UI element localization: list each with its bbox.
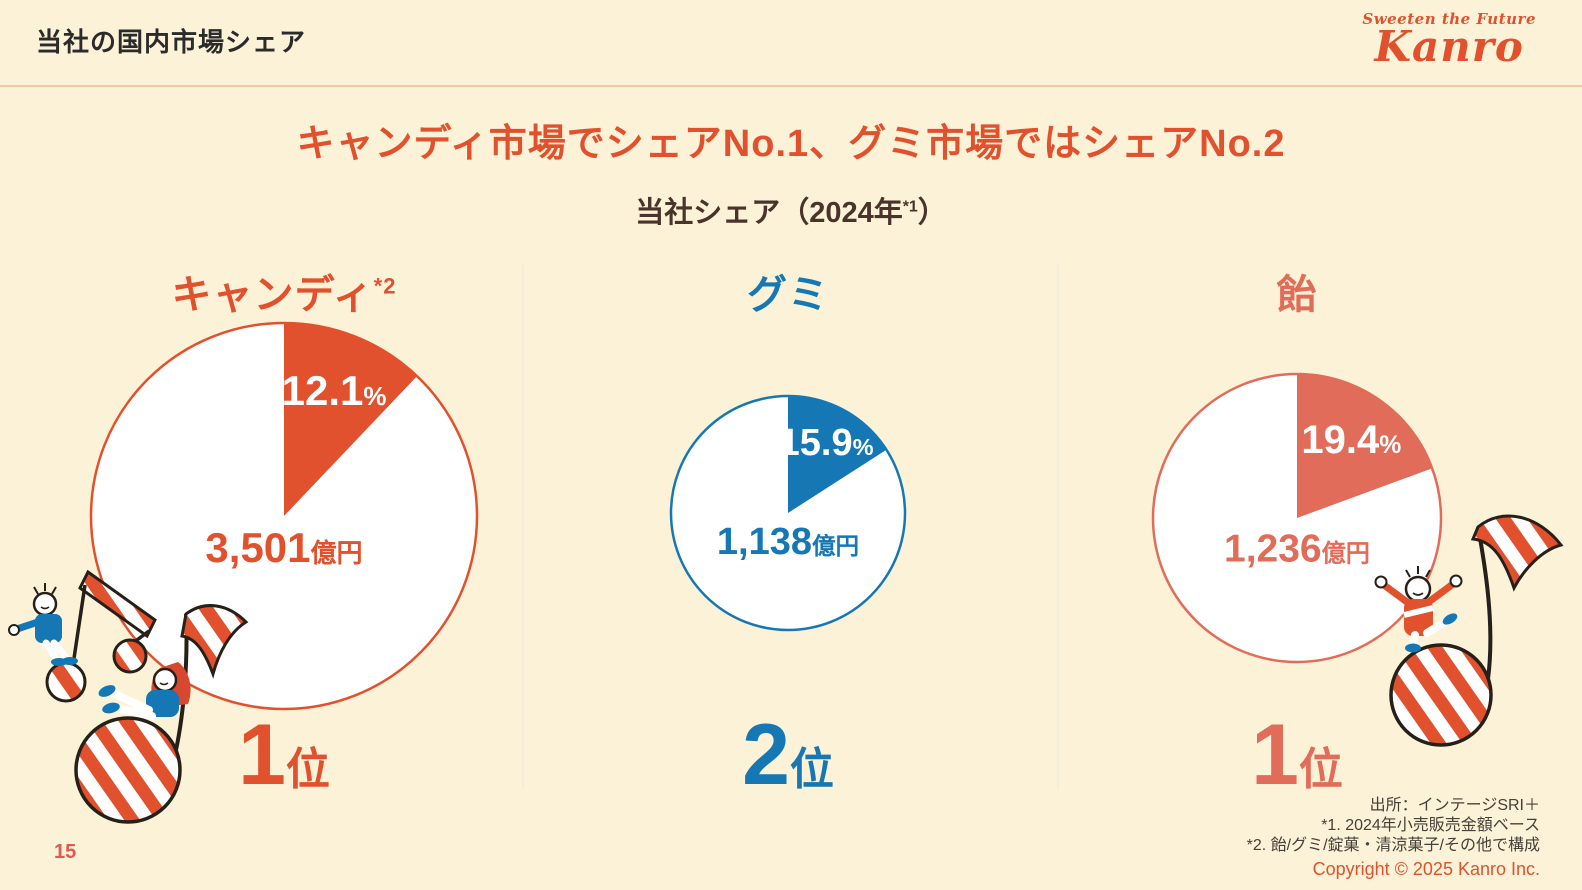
pie-rank-2: 1位 (1251, 712, 1343, 798)
pie-rank-1: 2位 (742, 712, 834, 798)
page-title: 当社の国内市場シェア (36, 27, 307, 57)
market-size-value: 3,501 (205, 524, 311, 571)
rank-number: 2 (742, 707, 790, 803)
header-bar: 当社の国内市場シェア Sweeten the Future Kanro (0, 0, 1582, 87)
market-size-unit: 億円 (811, 533, 860, 559)
pie-amount-0: 3,501億円 (205, 527, 362, 569)
rank-suffix: 位 (1298, 745, 1343, 794)
subtitle-footnote-ref: *1 (902, 198, 918, 216)
pie-pct-0: 12.1% (281, 366, 387, 414)
percent-sign: % (852, 434, 874, 461)
pie-pct-2: 19.4% (1301, 420, 1401, 460)
column-divider-1 (522, 263, 524, 790)
kanro-logo: Sweeten the Future Kanro (1362, 10, 1536, 68)
category-text: 飴 (1276, 273, 1318, 317)
subtitle-text: 当社シェア（2024年 (635, 197, 903, 229)
share-percent: 19.4 (1301, 418, 1380, 463)
pie-category-2: 飴 (1277, 262, 1318, 320)
column-divider-2 (1057, 263, 1059, 790)
market-size-value: 1,236 (1224, 527, 1322, 571)
market-size-unit: 億円 (310, 538, 363, 568)
footnotes: 出所：インテージSRI＋ *1. 2024年小売販売金額ベース *2. 飴/グミ… (1247, 796, 1540, 880)
pie-pct-1: 15.9% (779, 424, 874, 462)
footnote-2: *2. 飴/グミ/錠菓・清涼菓子/その他で構成 (1246, 837, 1540, 854)
category-text: グミ (747, 273, 829, 317)
percent-sign: % (363, 380, 387, 411)
pie-chart-ame (1151, 372, 1443, 664)
pie-amount-1: 1,138億円 (717, 523, 859, 561)
logo-tagline: Sweeten the Future (1362, 10, 1536, 28)
subtitle-close: ） (917, 197, 947, 229)
percent-sign: % (1379, 432, 1402, 460)
rank-suffix: 位 (285, 745, 330, 794)
share-percent: 15.9 (778, 422, 853, 465)
market-size-unit: 億円 (1321, 540, 1370, 568)
headline: キャンディ市場でシェアNo.1、グミ市場ではシェアNo.2 (296, 123, 1286, 165)
subtitle: 当社シェア（2024年*1） (0, 189, 1582, 231)
pie-category-0: キャンディ*2 (172, 262, 397, 320)
footnote-1: *1. 2024年小売販売金額ベース (1321, 817, 1540, 834)
category-footnote-ref: *2 (373, 273, 397, 299)
pie-rank-0: 1位 (238, 712, 330, 798)
footnote-source: 出所：インテージSRI＋ (1369, 797, 1540, 814)
pie-amount-2: 1,236億円 (1224, 530, 1370, 569)
page-number: 15 (54, 841, 77, 863)
share-percent: 12.1 (281, 366, 364, 414)
logo-wordmark: Kanro (1374, 22, 1524, 71)
rank-number: 1 (238, 707, 286, 803)
rank-number: 1 (1251, 707, 1299, 803)
copyright: Copyright © 2025 Kanro Inc. (1312, 859, 1540, 879)
pie-category-1: グミ (747, 262, 829, 320)
standing-figure-icon (8, 583, 78, 666)
category-text: キャンディ (171, 273, 374, 317)
market-size-value: 1,138 (716, 521, 812, 563)
pie-chart-gummy (669, 394, 907, 632)
rank-suffix: 位 (789, 745, 834, 794)
